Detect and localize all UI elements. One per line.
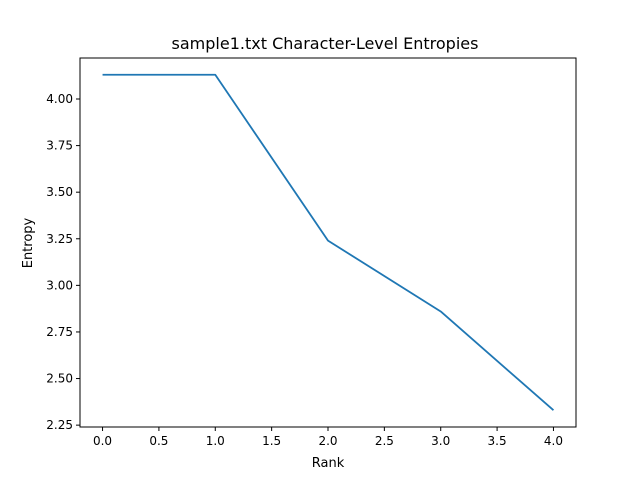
x-axis: 0.0 0.5 1.0 1.5 2.0 2.5 3.0 3.5 4.0 <box>93 427 563 448</box>
x-tick-label: 2.5 <box>375 434 394 448</box>
y-axis: 2.25 2.50 2.75 3.00 3.25 3.50 3.75 4.00 <box>46 92 80 432</box>
y-tick-label: 4.00 <box>46 92 73 106</box>
series-line-0 <box>102 73 555 411</box>
y-tick-label: 3.00 <box>46 278 73 292</box>
x-tick-label: 1.0 <box>206 434 225 448</box>
x-axis-label: Rank <box>312 456 345 471</box>
x-tick-label: 3.0 <box>431 434 450 448</box>
chart-title: sample1.txt Character-Level Entropies <box>172 34 479 53</box>
y-tick-label: 3.75 <box>46 139 73 153</box>
x-tick-label: 4.0 <box>544 434 563 448</box>
x-tick-label: 3.5 <box>488 434 507 448</box>
x-tick-label: 0.0 <box>93 434 112 448</box>
y-axis-label: Entropy <box>21 217 36 268</box>
plot-area <box>102 73 555 411</box>
y-tick-label: 2.75 <box>46 325 73 339</box>
y-tick-label: 3.50 <box>46 185 73 199</box>
x-tick-label: 0.5 <box>149 434 168 448</box>
x-tick-label: 2.0 <box>318 434 337 448</box>
x-tick-label: 1.5 <box>262 434 281 448</box>
y-tick-label: 2.50 <box>46 372 73 386</box>
y-tick-label: 2.25 <box>46 418 73 432</box>
y-tick-label: 3.25 <box>46 232 73 246</box>
